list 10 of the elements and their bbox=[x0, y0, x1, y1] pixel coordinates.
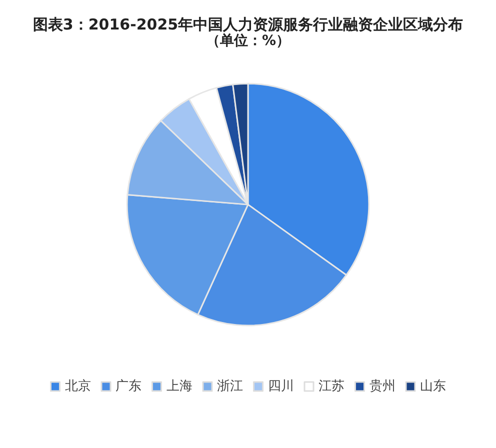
legend-label: 江苏 bbox=[318, 379, 344, 394]
legend-label: 浙江 bbox=[217, 379, 243, 394]
legend-label: 北京 bbox=[64, 379, 91, 394]
legend-label: 贵州 bbox=[369, 379, 396, 394]
chart-subtitle: （单位：%） bbox=[206, 33, 290, 49]
legend-label: 上海 bbox=[166, 379, 192, 394]
legend-label: 山东 bbox=[420, 379, 446, 394]
chart-title: 图表3：2016-2025年中国人力资源服务行业融资企业区域分布 bbox=[32, 16, 464, 34]
legend-label: 广东 bbox=[116, 379, 142, 394]
legend-label: 四川 bbox=[268, 379, 294, 394]
